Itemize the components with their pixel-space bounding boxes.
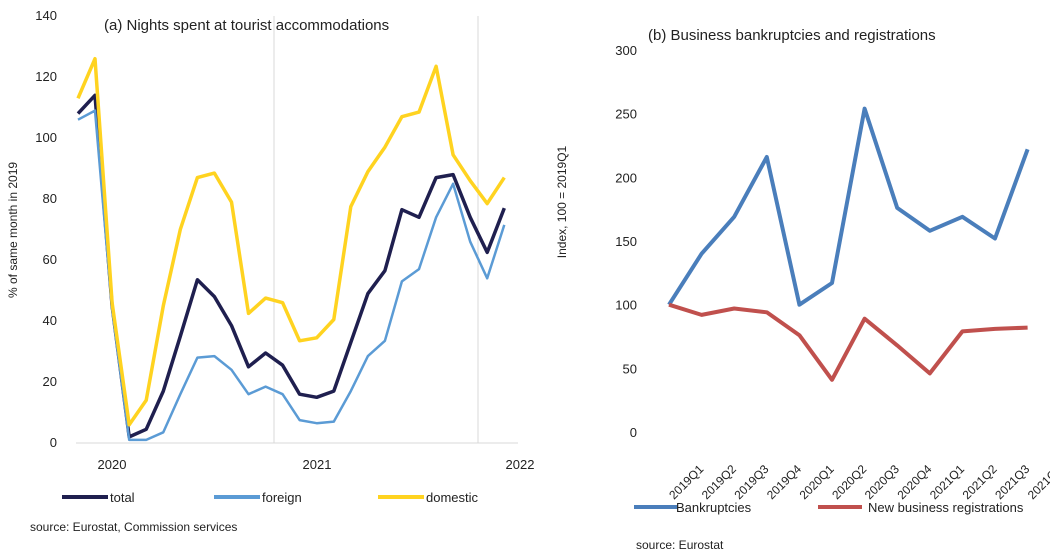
chart-b-series-New-business-registrations (668, 302, 1028, 382)
chart-b-x-tick-label: 2021Q1 (927, 462, 967, 502)
chart-a-y-tick-label: 60 (43, 252, 57, 267)
chart-a-y-tick-label: 0 (50, 435, 57, 450)
chart-a-y-tick-label: 40 (43, 313, 57, 328)
chart-b-x-tick-label: 2021Q2 (960, 462, 1000, 502)
chart-b-x-tick-label: 2020Q4 (894, 462, 934, 502)
chart-a-series-foreign (77, 109, 506, 442)
chart-a-series-domestic (76, 56, 506, 427)
chart-b-series-Bankruptcies (667, 106, 1030, 307)
chart-b-y-tick-label: 50 (623, 361, 637, 376)
chart-a-y-tick-label: 120 (35, 69, 57, 84)
chart-b-y-tick-label: 200 (615, 170, 637, 185)
chart-b-x-tick-label: 2019Q1 (666, 462, 706, 502)
chart-b-y-tick-label: 0 (630, 425, 637, 440)
chart-a-legend-label: total (110, 490, 135, 505)
chart-a-y-tick-label: 100 (35, 130, 57, 145)
chart-b-y-tick-label: 300 (615, 43, 637, 58)
chart-a-legend-label: foreign (262, 490, 302, 505)
chart-b-source: source: Eurostat (636, 538, 724, 552)
chart-a-series-total (76, 93, 506, 439)
chart-a-x-tick-label: 2022 (506, 457, 535, 472)
chart-b-legend-label: Bankruptcies (676, 500, 752, 515)
chart-b-y-tick-label: 250 (615, 107, 637, 122)
chart-b-legend-label: New business registrations (868, 500, 1024, 515)
chart-b-x-tick-label: 2019Q3 (731, 462, 771, 502)
chart-a-title: (a) Nights spent at tourist accommodatio… (104, 17, 389, 34)
chart-a-y-tick-label: 80 (43, 191, 57, 206)
chart-b-y-axis-label: Index, 100 = 2019Q1 (555, 145, 569, 258)
chart-a-y-tick-label: 20 (43, 374, 57, 389)
chart-b-y-tick-label: 100 (615, 298, 637, 313)
chart-b-x-tick-label: 2021Q4 (1025, 462, 1050, 502)
chart-b-x-tick-label: 2019Q2 (699, 462, 739, 502)
chart-b-x-tick-label: 2020Q2 (829, 462, 869, 502)
chart-a-source: source: Eurostat, Commission services (30, 520, 238, 534)
chart-b-x-tick-label: 2019Q4 (764, 462, 804, 502)
chart-b-y-tick-label: 150 (615, 234, 637, 249)
chart-a-y-tick-label: 140 (35, 8, 57, 23)
chart-a-legend-label: domestic (426, 490, 479, 505)
chart-a-x-tick-label: 2021 (303, 457, 332, 472)
chart-b-x-tick-label: 2021Q3 (992, 462, 1032, 502)
chart-b-x-tick-label: 2020Q3 (862, 462, 902, 502)
chart-b-title: (b) Business bankruptcies and registrati… (648, 27, 936, 44)
chart-b-x-tick-label: 2020Q1 (797, 462, 837, 502)
chart-a-x-tick-label: 2020 (98, 457, 127, 472)
chart-a-y-axis-label: % of same month in 2019 (6, 162, 20, 298)
